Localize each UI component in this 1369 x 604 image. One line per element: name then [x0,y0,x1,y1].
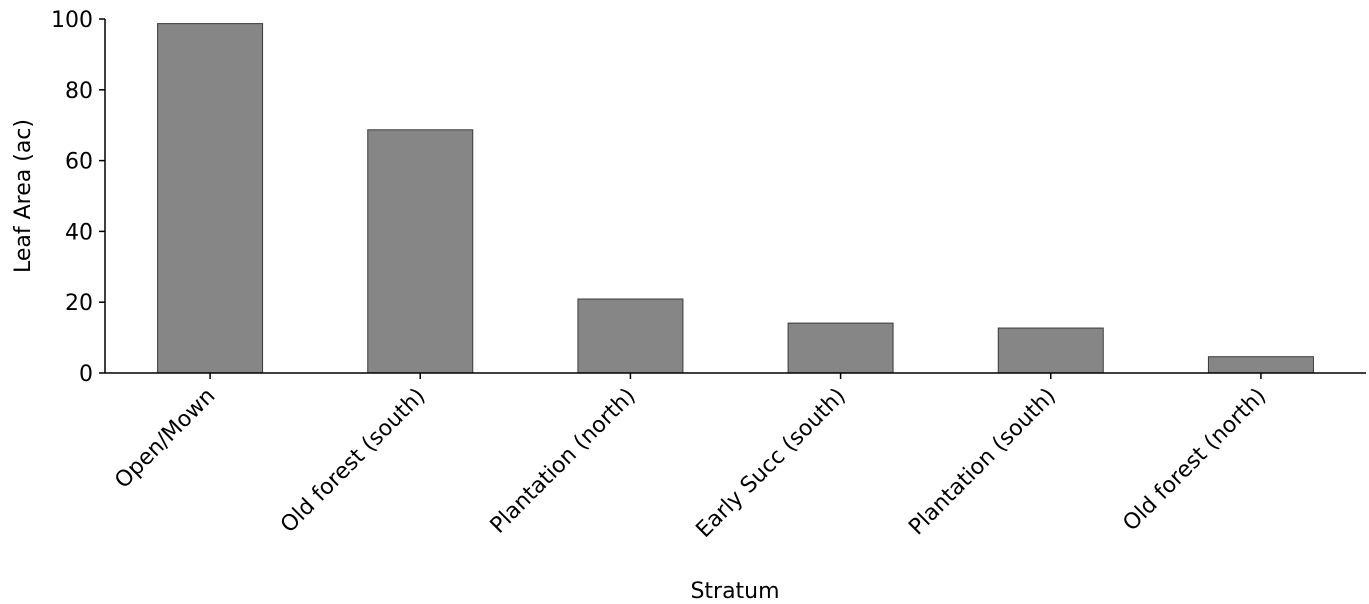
y-tick-label: 0 [79,362,93,387]
bars-group [157,23,1314,374]
y-tick-label: 80 [65,79,93,104]
bar [577,298,684,374]
x-ticks-group: Open/Mown Old forest (south) Plantation (n… [110,373,1271,543]
x-tick-label: Old forest (south) [276,384,430,538]
y-tick-label: 40 [65,220,93,245]
x-tick-label: Open/Mown [110,384,220,494]
bar [367,129,474,374]
axes-group [104,19,1366,374]
y-tick-label: 60 [65,150,93,175]
bar [1207,356,1314,374]
y-axis-title: Leaf Area (ac) [11,119,36,273]
x-tick-label: Plantation (north) [486,384,641,539]
x-axis-title: Stratum [690,579,779,604]
x-tick-label: Early Succ (south) [692,384,851,543]
y-ticks-group: 0 20 40 60 80 100 [51,8,105,387]
bar [997,327,1104,374]
bar [787,322,894,374]
x-tick-label: Plantation (south) [904,384,1061,541]
y-tick-label: 100 [51,8,93,33]
bar [157,23,264,374]
y-tick-label: 20 [65,291,93,316]
x-tick-label: Old forest (north) [1118,384,1271,537]
